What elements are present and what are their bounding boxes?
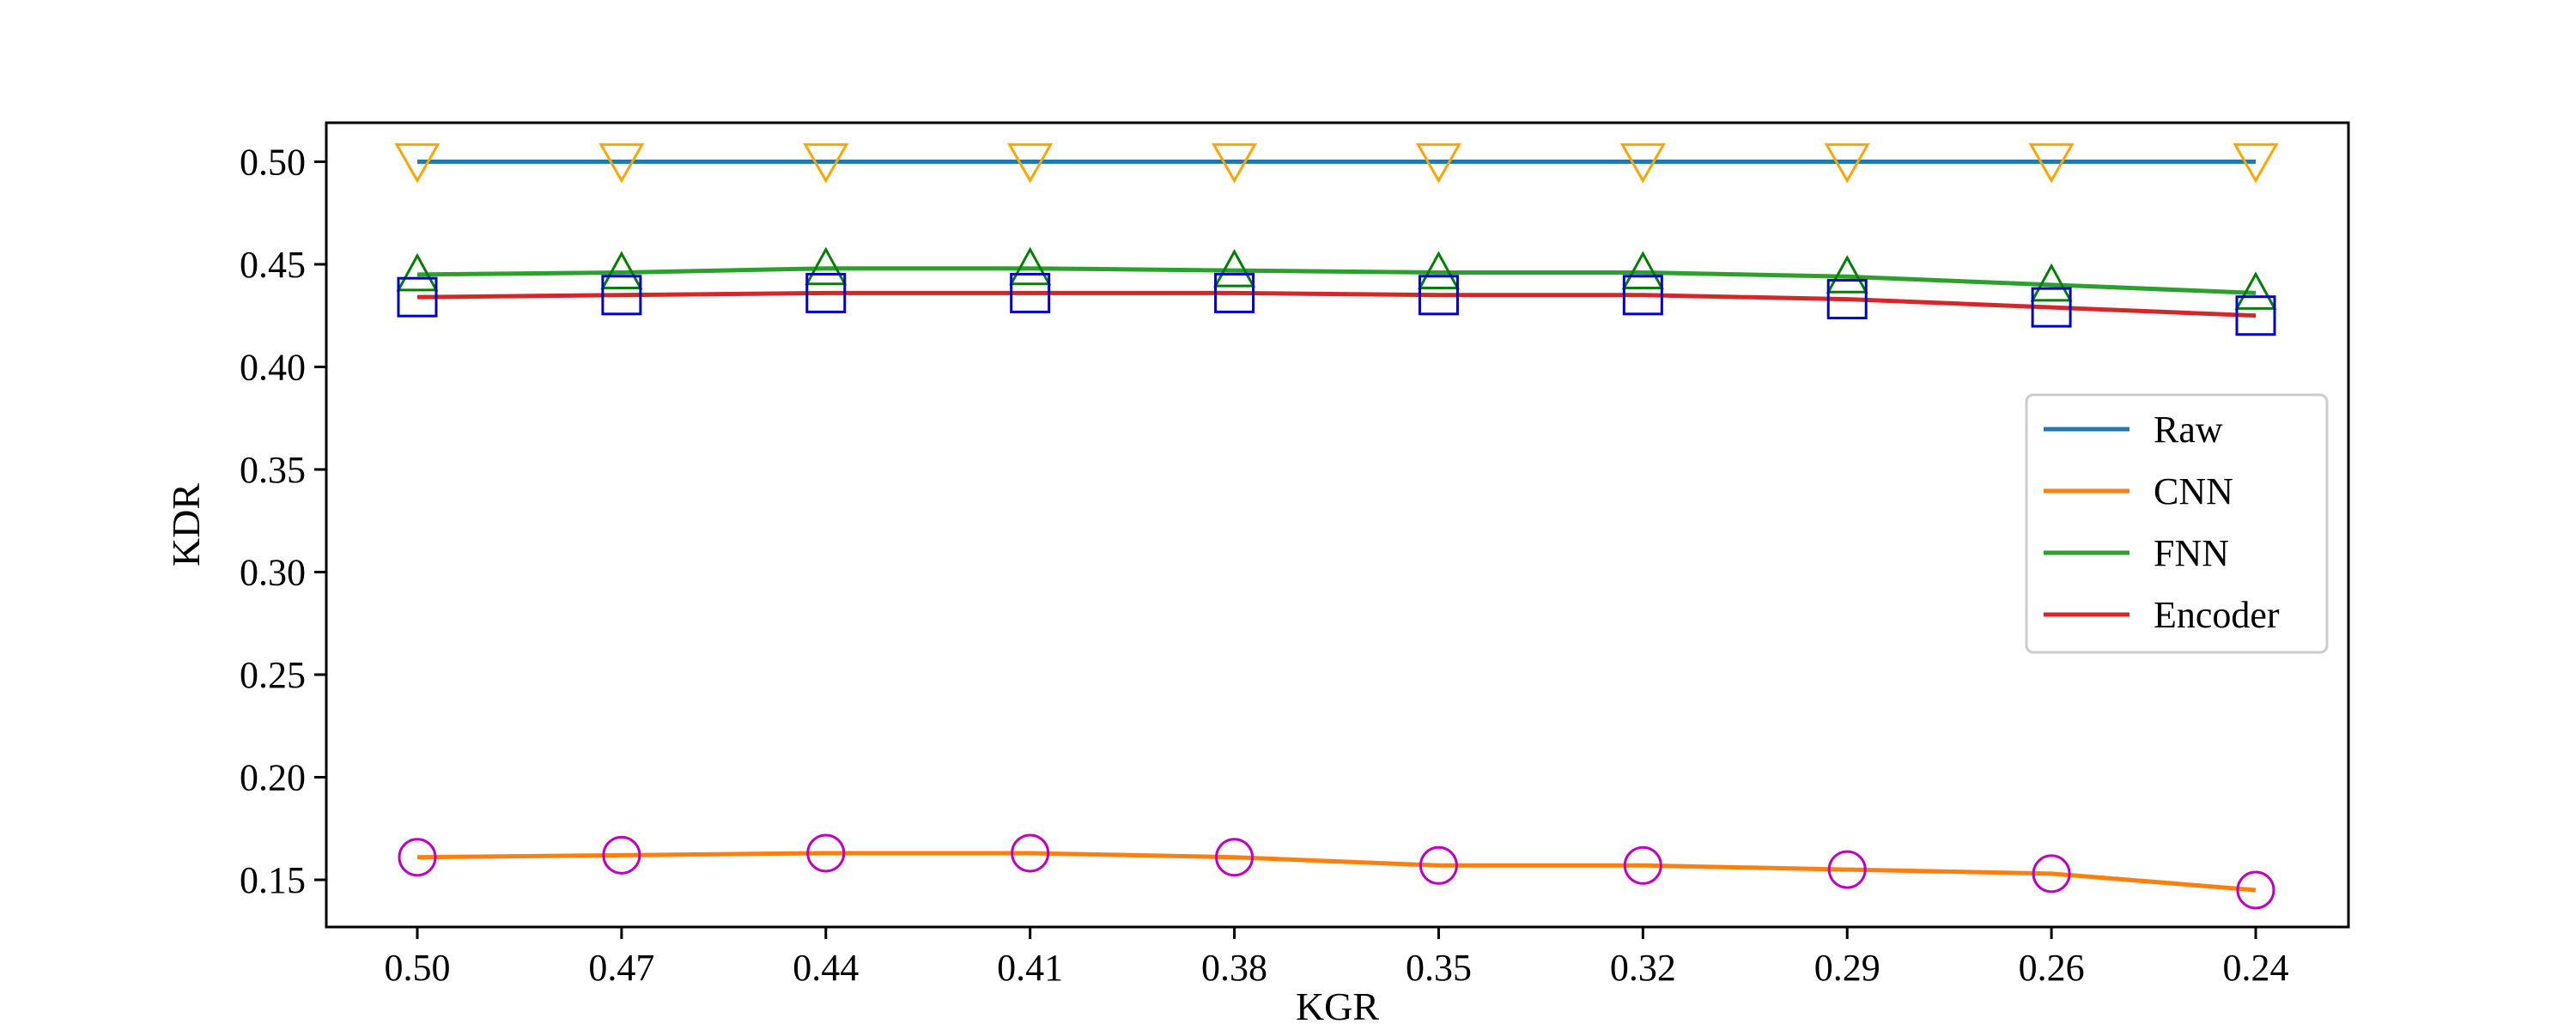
y-tick-label: 0.15 xyxy=(240,859,306,901)
marker-circle xyxy=(2032,854,2071,894)
marker-square xyxy=(805,272,847,313)
x-tick-label: 0.44 xyxy=(793,947,859,989)
legend-item: CNN xyxy=(2044,470,2233,512)
marker-triangle-up xyxy=(1621,251,1664,289)
marker-circle xyxy=(806,833,846,873)
marker-square xyxy=(397,276,438,318)
legend-item: Raw xyxy=(2044,409,2223,451)
marker-triangle-down xyxy=(394,142,440,184)
marker-triangle-down xyxy=(1211,142,1258,184)
series-fnn xyxy=(396,246,2277,310)
marker-circle xyxy=(1215,838,1255,877)
x-tick-label: 0.47 xyxy=(588,947,654,989)
marker-square xyxy=(1826,279,1868,320)
x-tick-label: 0.50 xyxy=(385,947,451,989)
plot-frame xyxy=(325,121,2350,929)
y-tick-label: 0.25 xyxy=(240,654,306,696)
legend-label: Encoder xyxy=(2154,594,2280,636)
x-axis: 0.50 0.47 0.44 0.41 0.38 0.35 0.32 0.29 0.26 0.24 xyxy=(385,927,2289,989)
series-cnn xyxy=(398,833,2275,910)
legend-item: FNN xyxy=(2044,532,2229,574)
x-tick-label: 0.38 xyxy=(1201,947,1267,989)
marker-triangle-down xyxy=(1619,142,1666,184)
marker-circle xyxy=(1419,845,1458,885)
y-axis: 0.15 0.20 0.25 0.30 0.35 0.40 0.45 0.50 xyxy=(240,141,326,901)
marker-square xyxy=(1214,272,1255,313)
series-line xyxy=(416,851,2257,893)
legend-label: CNN xyxy=(2154,470,2233,512)
x-tick-label: 0.32 xyxy=(1610,947,1676,989)
y-tick-label: 0.35 xyxy=(240,449,306,491)
marker-triangle-up xyxy=(1417,251,1460,289)
marker-circle xyxy=(1623,845,1662,885)
marker-triangle-down xyxy=(1007,142,1054,184)
marker-circle xyxy=(1011,833,1050,873)
legend: Raw CNN FNN Encoder xyxy=(2025,393,2329,654)
y-tick-label: 0.45 xyxy=(240,244,306,286)
marker-triangle-up xyxy=(2030,263,2073,302)
marker-circle xyxy=(398,838,437,877)
y-tick-label: 0.30 xyxy=(240,551,306,593)
x-tick-label: 0.29 xyxy=(1814,947,1880,989)
y-tick-label: 0.20 xyxy=(240,757,306,799)
marker-square xyxy=(601,275,642,316)
y-axis-label: KDR xyxy=(164,483,208,566)
marker-square xyxy=(2031,287,2072,328)
x-tick-label: 0.24 xyxy=(2223,947,2289,989)
legend-item: Encoder xyxy=(2044,594,2280,636)
x-tick-label: 0.26 xyxy=(2019,947,2085,989)
marker-triangle-up xyxy=(1009,246,1052,286)
legend-box xyxy=(2025,393,2329,654)
marker-triangle-up xyxy=(1213,248,1256,288)
y-tick-label: 0.50 xyxy=(240,141,306,183)
marker-triangle-down xyxy=(1824,142,1870,184)
y-tick-label: 0.40 xyxy=(240,346,306,388)
marker-triangle-down xyxy=(1415,142,1462,184)
marker-triangle-up xyxy=(805,246,848,286)
series-raw xyxy=(394,142,2279,184)
marker-circle xyxy=(602,835,641,875)
marker-square xyxy=(1010,272,1051,313)
legend-label: FNN xyxy=(2154,532,2229,574)
legend-label: Raw xyxy=(2154,409,2223,451)
marker-triangle-down xyxy=(2028,142,2075,184)
marker-square xyxy=(1622,275,1663,316)
marker-triangle-down xyxy=(803,142,849,184)
series-layer xyxy=(394,142,2279,910)
marker-triangle-up xyxy=(396,252,439,292)
series-line xyxy=(416,266,2257,295)
x-axis-label: KGR xyxy=(1296,985,1379,1028)
marker-triangle-down xyxy=(598,142,645,184)
series-encoder xyxy=(397,272,2276,336)
marker-triangle-up xyxy=(1826,255,1868,294)
marker-circle xyxy=(2236,870,2275,910)
marker-triangle-up xyxy=(2234,271,2277,310)
marker-triangle-up xyxy=(600,251,643,289)
x-tick-label: 0.35 xyxy=(1406,947,1472,989)
marker-square xyxy=(2235,295,2276,336)
marker-circle xyxy=(1827,850,1867,889)
marker-triangle-down xyxy=(2233,142,2279,184)
series-line xyxy=(416,290,2257,318)
x-tick-label: 0.41 xyxy=(997,947,1063,989)
marker-square xyxy=(1418,275,1459,316)
